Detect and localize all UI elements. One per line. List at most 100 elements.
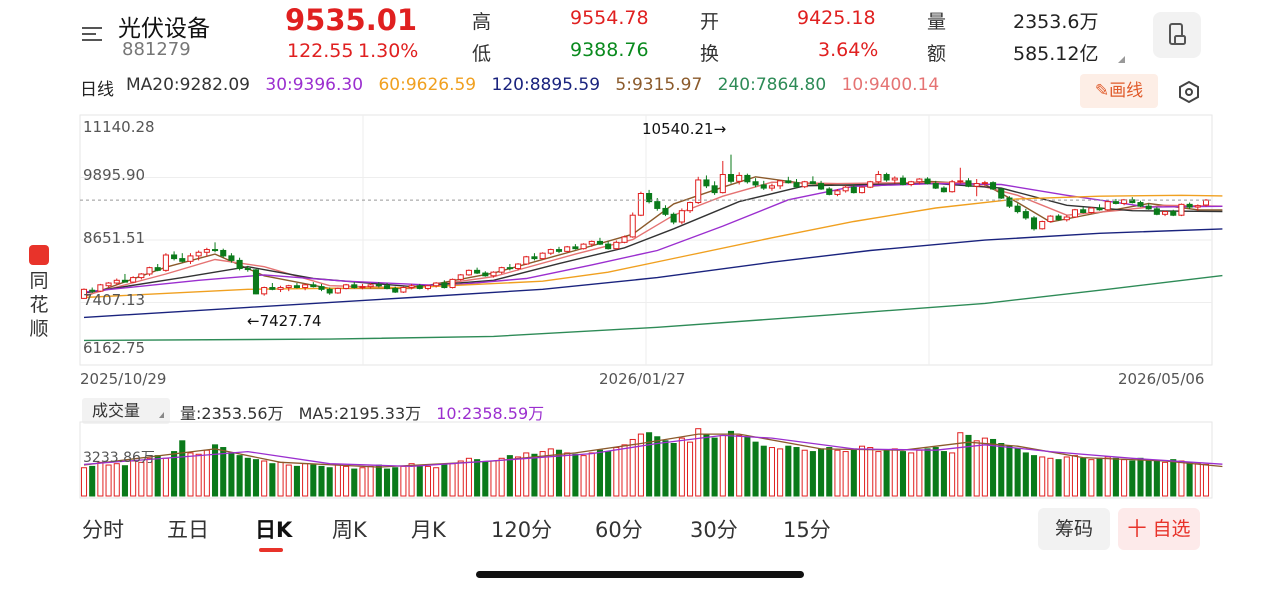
tab-intraday[interactable]: 分时 <box>82 518 124 542</box>
tab-monthly-k[interactable]: 月K <box>411 518 446 542</box>
price-chart[interactable]: 11140.28 9895.90 8651.51 7407.13 6162.75… <box>0 110 1280 410</box>
volume-bar <box>441 464 448 497</box>
menu-icon[interactable] <box>80 22 104 46</box>
ma240-value: 240:7864.80 <box>717 75 827 95</box>
tab-weekly-k[interactable]: 周K <box>332 518 367 542</box>
candle <box>752 178 759 188</box>
candle <box>1112 198 1119 205</box>
draw-line-button[interactable]: ✎画线 <box>1080 74 1158 108</box>
candle <box>326 287 333 295</box>
volume-bar <box>1137 457 1144 497</box>
amount-label: 额 <box>927 43 947 65</box>
volume-bar <box>736 434 743 497</box>
candle <box>416 283 423 290</box>
volume-label: 量 <box>927 11 947 33</box>
volume-bar <box>826 447 833 497</box>
volume-bar <box>1178 460 1185 497</box>
candle <box>703 175 710 189</box>
candle <box>662 205 669 217</box>
volume-indicator-select[interactable]: 成交量 <box>82 398 170 424</box>
volume-bar <box>310 464 317 497</box>
tab-30min[interactable]: 30分 <box>690 518 738 542</box>
volume-bar <box>687 441 694 497</box>
candle <box>351 282 358 289</box>
volume-bar <box>130 460 137 497</box>
volume-bar <box>596 449 603 497</box>
candle <box>572 244 579 250</box>
ma5-value: 5:9315.97 <box>615 75 703 95</box>
candle <box>343 283 350 290</box>
candle <box>687 201 694 213</box>
volume-bar <box>990 438 997 497</box>
volume-bar <box>474 459 481 497</box>
volume-bar <box>367 465 374 497</box>
candle <box>621 235 628 244</box>
tab-120min[interactable]: 120分 <box>491 518 553 542</box>
volume-bar <box>1170 459 1177 497</box>
tab-daily-k[interactable]: 日K <box>255 518 293 542</box>
volume-bar <box>1047 457 1054 497</box>
candle <box>727 154 735 184</box>
volume-chart[interactable]: 3233.86万 <box>0 420 1280 500</box>
tab-15min[interactable]: 15分 <box>783 518 831 542</box>
ma-line-ma240 <box>83 274 1223 342</box>
candle <box>695 176 702 204</box>
chips-button[interactable]: 筹码 <box>1038 508 1110 550</box>
candle <box>285 284 292 292</box>
volume-bar <box>318 465 325 497</box>
volume-ma-layer <box>83 433 1223 468</box>
volume-bar <box>539 451 546 497</box>
period-label: 日线 <box>80 80 114 100</box>
device-switch-button[interactable] <box>1153 12 1201 58</box>
volume-bar <box>334 464 341 497</box>
candle <box>793 179 800 189</box>
volume-bar <box>1162 461 1169 497</box>
volume-value: 2353.6万 <box>1013 11 1099 33</box>
volume-bar <box>1071 455 1079 497</box>
tab-five-day[interactable]: 五日 <box>167 518 209 542</box>
volume-bar <box>1129 460 1136 497</box>
max-annotation: 10540.21→ <box>642 120 726 138</box>
volume-bar <box>1055 459 1062 497</box>
candle <box>1104 200 1111 211</box>
volume-bar <box>891 448 898 497</box>
volume-bar <box>97 461 104 497</box>
y-tick-label: 8651.51 <box>83 229 145 247</box>
candle <box>408 283 415 290</box>
volume-ma-ma10 <box>83 434 1223 468</box>
volume-bar <box>695 428 702 497</box>
volume-bar <box>179 440 186 497</box>
ma-line-ma20 <box>83 182 1223 294</box>
candle <box>990 181 997 190</box>
candle <box>89 287 96 293</box>
candle <box>359 283 366 290</box>
volume-bar <box>629 438 636 497</box>
y-tick-label: 7407.13 <box>83 291 145 309</box>
dropdown-triangle-icon <box>159 412 164 418</box>
volume-bar <box>465 457 472 497</box>
candle <box>1186 202 1193 209</box>
volume-bar <box>834 449 841 497</box>
candle <box>1153 207 1160 216</box>
candle <box>736 172 743 185</box>
candle <box>293 283 300 289</box>
tab-60min[interactable]: 60分 <box>595 518 643 542</box>
volume-bar <box>949 452 956 497</box>
logo-char-3: 顺 <box>29 318 49 340</box>
volume-bar <box>858 445 866 497</box>
volume-bar <box>1186 461 1193 497</box>
volume-bar <box>293 465 300 497</box>
add-watchlist-button[interactable]: 十 自选 <box>1118 508 1200 550</box>
candle <box>1096 204 1103 211</box>
candle <box>908 180 915 187</box>
ma-line-ma10 <box>83 181 1223 297</box>
volume-bar <box>564 452 571 497</box>
candle <box>588 240 595 247</box>
volume-bar <box>1022 452 1029 497</box>
x-tick-label: 2026/01/27 <box>599 370 685 388</box>
volume-bar <box>171 451 178 497</box>
volume-bar <box>842 451 849 497</box>
candle <box>482 271 489 277</box>
candle <box>670 212 677 225</box>
settings-hex-icon[interactable] <box>1178 80 1200 108</box>
